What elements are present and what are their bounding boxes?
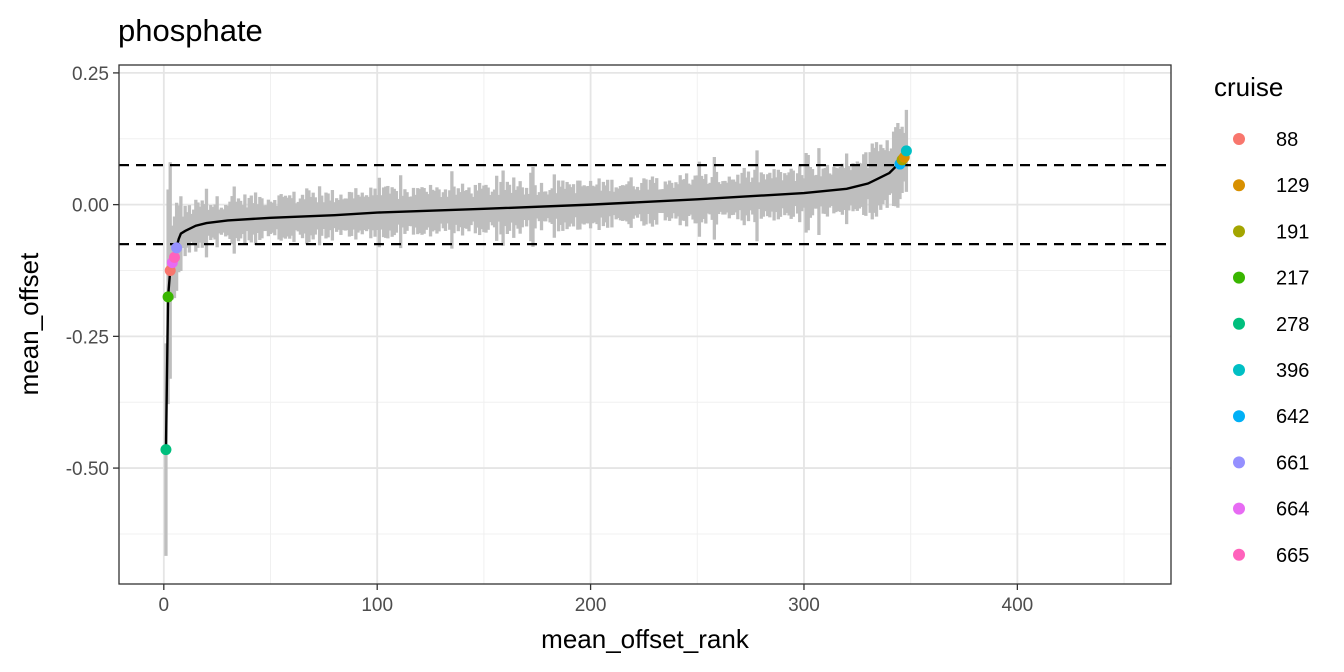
y-tick-label: -0.25: [66, 327, 109, 348]
legend-label-88: 88: [1276, 129, 1298, 151]
panel-border: [118, 64, 1172, 585]
legend-label-661: 661: [1276, 452, 1309, 474]
legend-label-217: 217: [1276, 268, 1309, 290]
legend-key-191: [1233, 225, 1245, 238]
panel-background: [119, 65, 1171, 584]
x-tick-label: 100: [361, 595, 393, 616]
x-tick-label: 300: [788, 595, 820, 616]
plot-area: 0 100 200 300 400 0.25 0.00 -0.25 -0.50: [66, 64, 1172, 616]
x-tick-label: 0: [159, 595, 170, 616]
legend-label-129: 129: [1276, 175, 1309, 197]
y-tick-label: -0.50: [66, 459, 109, 480]
legend-key-665: [1233, 548, 1245, 561]
y-axis-title: mean_offset: [14, 252, 44, 395]
y-tick-label: 0.25: [72, 64, 109, 85]
legend-label-396: 396: [1276, 360, 1309, 382]
legend-key-88: [1233, 133, 1245, 145]
legend-key-129: [1233, 179, 1245, 192]
data-point-cruise-661: [171, 242, 183, 254]
data-point-cruise-217: [162, 291, 174, 303]
chart-title: phosphate: [118, 13, 263, 48]
legend-key-642: [1233, 410, 1245, 423]
legend-key-217: [1233, 271, 1245, 284]
legend: 88 129 191 217 278 396 642 661 664 665: [1233, 129, 1309, 567]
y-tick-label: 0.00: [72, 196, 109, 217]
legend-title: cruise: [1214, 72, 1283, 102]
x-tick-label: 200: [575, 595, 607, 616]
legend-label-642: 642: [1276, 406, 1309, 428]
data-point-cruise-278: [160, 444, 172, 456]
data-point-cruise-396: [900, 145, 912, 157]
legend-key-664: [1233, 502, 1245, 515]
legend-key-278: [1233, 317, 1245, 330]
legend-label-278: 278: [1276, 314, 1309, 336]
legend-label-664: 664: [1276, 499, 1309, 521]
legend-label-665: 665: [1276, 545, 1309, 567]
legend-key-661: [1233, 456, 1245, 469]
data-point-cruise-665: [168, 251, 180, 263]
x-tick-label: 400: [1002, 595, 1034, 616]
legend-key-396: [1233, 364, 1245, 376]
legend-label-191: 191: [1276, 221, 1309, 243]
x-axis-title: mean_offset_rank: [541, 624, 750, 654]
